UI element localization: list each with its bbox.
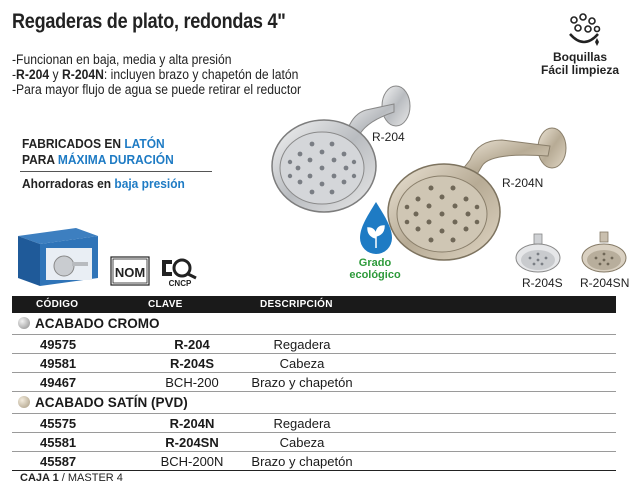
divider: [20, 171, 212, 172]
table-row: 49581 R-204S Cabeza: [40, 356, 325, 371]
label-r204n: R-204N: [502, 176, 544, 190]
label-r204sn: R-204SN: [580, 276, 630, 290]
bullet-1: -Funcionan en baja, media y alta presión: [12, 52, 232, 67]
showerhead-r204-image: [271, 85, 411, 213]
feature-bullets: -Funcionan en baja, media y alta presión…: [12, 52, 301, 97]
saver-note: Ahorradoras en baja presión: [22, 176, 185, 191]
boquillas-label: Boquillas Fácil limpieza: [540, 50, 620, 77]
eco-badge-label: Grado ecológico: [349, 257, 401, 281]
header-desc: DESCRIPCIÓN: [260, 299, 333, 310]
showerhead-r204s-image: [515, 233, 561, 273]
showerhead-r204n-image: [387, 127, 567, 261]
label-r204: R-204: [372, 130, 405, 144]
bullet-3: -Para mayor flujo de agua se puede retir…: [12, 82, 302, 97]
label-r204s: R-204S: [522, 276, 563, 290]
nom-text: NOM: [115, 265, 145, 280]
boquillas-icon: [569, 13, 601, 46]
section-cromo: ACABADO CROMO: [18, 316, 160, 331]
table-row: 49467 BCH-200 Brazo y chapetón: [40, 375, 353, 390]
material-headline: FABRICADOS EN LATÓN PARA MÁXIMA DURACIÓN: [22, 136, 174, 167]
cncp-text: CNCP: [169, 279, 192, 288]
table-row: 49575 R-204 Regadera: [40, 337, 331, 352]
satin-swatch-icon: [18, 396, 30, 408]
bullet-2: -R-204 y R-204N: incluyen brazo y chapet…: [12, 67, 299, 82]
showerhead-r204sn-image: [581, 231, 627, 273]
cncp-logo-icon: CNCP: [162, 258, 197, 288]
water-drop-icon: [360, 202, 392, 254]
nom-logo-icon: NOM: [110, 256, 150, 286]
table-header: CÓDIGO CLAVE DESCRIPCIÓN: [12, 296, 616, 313]
table-row: 45575 R-204N Regadera: [40, 416, 331, 431]
packaging-footer: CAJA 1 / MASTER 4: [20, 472, 123, 484]
header-code: CÓDIGO: [36, 299, 79, 310]
cromo-swatch-icon: [18, 317, 30, 329]
product-box-image: [18, 228, 98, 286]
page-title: Regaderas de plato, redondas 4": [12, 10, 286, 33]
section-satin: ACABADO SATÍN (PVD): [18, 395, 188, 410]
header-clave: CLAVE: [148, 299, 183, 310]
table-row: 45581 R-204SN Cabeza: [40, 435, 325, 450]
table-row: 45587 BCH-200N Brazo y chapetón: [40, 454, 353, 469]
